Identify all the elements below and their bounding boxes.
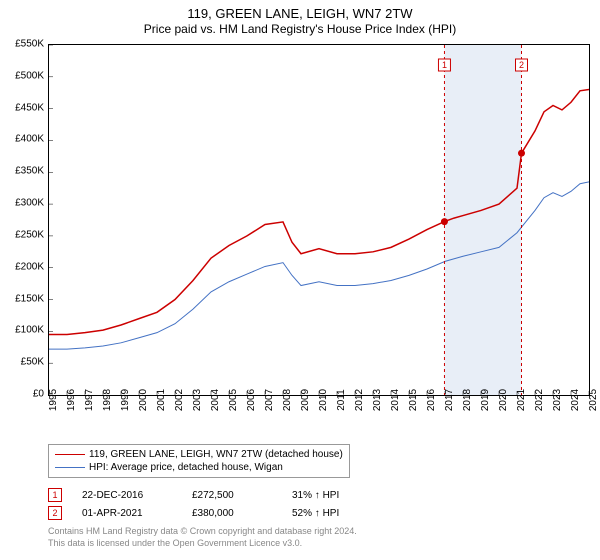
x-tick-label: 1997: [84, 389, 95, 411]
footer-text: Contains HM Land Registry data © Crown c…: [48, 526, 357, 549]
x-tick-label: 1999: [120, 389, 131, 411]
x-tick-label: 2003: [192, 389, 203, 411]
legend-label: HPI: Average price, detached house, Wiga…: [89, 462, 283, 473]
x-tick-label: 1998: [102, 389, 113, 411]
x-tick-label: 2009: [300, 389, 311, 411]
x-tick-label: 2022: [534, 389, 545, 411]
transaction-marker: 2: [48, 506, 62, 520]
x-tick-label: 2021: [516, 389, 527, 411]
x-tick-label: 1995: [48, 389, 59, 411]
y-tick-label: £350K: [15, 166, 44, 177]
y-tick-label: £200K: [15, 261, 44, 272]
y-tick-label: £550K: [15, 39, 44, 50]
y-tick-label: £0: [33, 389, 44, 400]
legend-swatch: [55, 467, 85, 468]
x-tick-label: 2013: [372, 389, 383, 411]
legend: 119, GREEN LANE, LEIGH, WN7 2TW (detache…: [48, 444, 350, 478]
legend-swatch: [55, 454, 85, 456]
transaction-price: £380,000: [192, 508, 272, 519]
x-tick-label: 2023: [552, 389, 563, 411]
x-tick-label: 2008: [282, 389, 293, 411]
y-tick-label: £50K: [21, 357, 44, 368]
transaction-row: 1 22-DEC-2016 £272,500 31% ↑ HPI: [48, 486, 339, 504]
x-tick-label: 2002: [174, 389, 185, 411]
x-tick-label: 2006: [246, 389, 257, 411]
x-tick-label: 2005: [228, 389, 239, 411]
footer-line2: This data is licensed under the Open Gov…: [48, 538, 357, 550]
transaction-date: 01-APR-2021: [82, 508, 172, 519]
y-tick-label: £150K: [15, 293, 44, 304]
x-tick-label: 2019: [480, 389, 491, 411]
y-tick-label: £450K: [15, 102, 44, 113]
y-tick-label: £300K: [15, 198, 44, 209]
y-axis-labels: £0£50K£100K£150K£200K£250K£300K£350K£400…: [0, 44, 46, 394]
x-axis-labels: 1995199619971998199920002001200220032004…: [48, 396, 588, 446]
x-tick-label: 2025: [588, 389, 599, 411]
x-tick-label: 2011: [336, 389, 347, 411]
chart-area: 12: [48, 44, 588, 394]
x-tick-label: 2007: [264, 389, 275, 411]
svg-text:1: 1: [442, 60, 447, 70]
transaction-delta: 52% ↑ HPI: [292, 508, 339, 519]
y-tick-label: £500K: [15, 70, 44, 81]
chart-title: 119, GREEN LANE, LEIGH, WN7 2TW: [0, 0, 600, 21]
footer-line1: Contains HM Land Registry data © Crown c…: [48, 526, 357, 538]
y-tick-label: £100K: [15, 325, 44, 336]
transaction-price: £272,500: [192, 490, 272, 501]
x-tick-label: 2000: [138, 389, 149, 411]
transaction-date: 22-DEC-2016: [82, 490, 172, 501]
x-tick-label: 2004: [210, 389, 221, 411]
x-tick-label: 2017: [444, 389, 455, 411]
x-tick-label: 2014: [390, 389, 401, 411]
x-tick-label: 2001: [156, 389, 167, 411]
chart-subtitle: Price paid vs. HM Land Registry's House …: [0, 21, 600, 36]
x-tick-label: 2010: [318, 389, 329, 411]
chart-container: 119, GREEN LANE, LEIGH, WN7 2TW Price pa…: [0, 0, 600, 560]
legend-row: HPI: Average price, detached house, Wiga…: [55, 461, 343, 474]
x-tick-label: 2018: [462, 389, 473, 411]
transaction-marker: 1: [48, 488, 62, 502]
legend-label: 119, GREEN LANE, LEIGH, WN7 2TW (detache…: [89, 449, 343, 460]
transaction-delta: 31% ↑ HPI: [292, 490, 339, 501]
transaction-table: 1 22-DEC-2016 £272,500 31% ↑ HPI 2 01-APR-202…: [48, 486, 339, 522]
y-tick-label: £400K: [15, 134, 44, 145]
x-tick-label: 2024: [570, 389, 581, 411]
x-tick-label: 2015: [408, 389, 419, 411]
x-tick-label: 2012: [354, 389, 365, 411]
plot-svg: 12: [48, 44, 590, 396]
x-tick-label: 1996: [66, 389, 77, 411]
legend-row: 119, GREEN LANE, LEIGH, WN7 2TW (detache…: [55, 448, 343, 461]
x-tick-label: 2016: [426, 389, 437, 411]
y-tick-label: £250K: [15, 229, 44, 240]
x-tick-label: 2020: [498, 389, 509, 411]
svg-text:2: 2: [519, 60, 524, 70]
transaction-row: 2 01-APR-2021 £380,000 52% ↑ HPI: [48, 504, 339, 522]
